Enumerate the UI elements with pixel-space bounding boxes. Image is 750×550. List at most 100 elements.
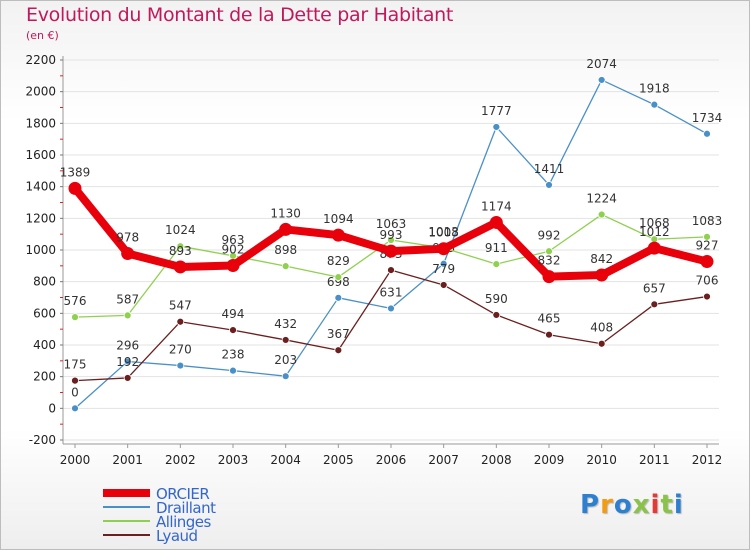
data-label: 842 <box>590 252 613 266</box>
x-tick-label: 2002 <box>165 453 196 467</box>
data-point <box>439 281 448 289</box>
data-point <box>595 268 609 282</box>
data-point <box>176 361 185 370</box>
data-point <box>123 311 132 320</box>
data-label: 1068 <box>639 216 670 230</box>
data-point <box>387 236 395 244</box>
y-tick-label: 1800 <box>25 116 56 130</box>
logo-letter: i <box>673 490 684 520</box>
data-point <box>71 376 79 385</box>
data-label: 963 <box>222 233 245 247</box>
data-point <box>384 244 398 258</box>
data-point <box>68 181 82 195</box>
chart-title: Evolution du Montant de la Dette par Hab… <box>26 4 454 26</box>
data-label: 2074 <box>586 57 617 71</box>
data-point <box>334 273 343 281</box>
x-tick-label: 2007 <box>428 453 459 467</box>
y-tick-label: 400 <box>33 338 56 352</box>
x-tick-label: 2006 <box>376 453 407 467</box>
data-label: 494 <box>222 307 245 321</box>
data-label: 992 <box>538 228 561 242</box>
data-point <box>173 260 187 274</box>
data-point <box>489 215 503 229</box>
x-tick-label: 2004 <box>270 453 301 467</box>
data-point <box>123 357 132 366</box>
y-tick-label: 1200 <box>25 211 56 225</box>
data-label: 1008 <box>428 226 459 240</box>
data-point <box>492 123 501 131</box>
data-label: 203 <box>274 353 297 367</box>
logo-letter: i <box>650 490 661 520</box>
data-label: 1013 <box>428 225 459 239</box>
data-point <box>439 259 448 268</box>
data-point <box>545 181 553 189</box>
data-point <box>647 241 661 255</box>
data-point <box>545 247 553 256</box>
data-point <box>279 222 293 236</box>
y-tick-label: 2000 <box>25 85 56 99</box>
data-label: 1777 <box>481 104 512 118</box>
data-label: 832 <box>538 254 561 268</box>
data-point <box>492 311 501 319</box>
data-label: 706 <box>696 274 719 288</box>
data-point <box>281 262 290 271</box>
data-label: 902 <box>222 243 245 257</box>
x-tick-label: 2003 <box>218 453 249 467</box>
data-label: 1918 <box>639 82 670 96</box>
legend-label: Lyaud <box>156 527 198 545</box>
data-point <box>334 346 343 355</box>
data-point <box>71 404 79 413</box>
data-point <box>176 242 185 251</box>
data-point <box>281 336 290 344</box>
x-tick-label: 2008 <box>481 453 512 467</box>
logo-letter: x <box>632 490 651 520</box>
data-point <box>700 255 714 269</box>
y-tick-label: 200 <box>33 370 56 384</box>
data-point <box>121 246 135 260</box>
data-label: 1224 <box>586 192 617 206</box>
data-point <box>703 292 711 301</box>
data-label: 911 <box>485 241 508 255</box>
x-tick-label: 2009 <box>534 453 565 467</box>
x-tick-label: 2012 <box>692 453 723 467</box>
data-point <box>597 210 606 219</box>
data-point <box>123 374 132 382</box>
data-point <box>703 129 711 138</box>
y-tick-label: 2200 <box>25 53 56 67</box>
y-tick-label: 1600 <box>25 148 56 162</box>
data-point <box>597 76 606 84</box>
legend-label: Allinges <box>156 513 212 531</box>
data-label: 898 <box>274 243 297 257</box>
data-label: 408 <box>590 321 613 335</box>
data-label: 238 <box>222 348 245 362</box>
data-label: 1411 <box>534 162 565 176</box>
data-label: 1174 <box>481 199 512 213</box>
data-point <box>437 242 451 256</box>
data-label: 367 <box>327 327 350 341</box>
data-label: 993 <box>380 228 403 242</box>
x-tick-label: 2001 <box>112 453 143 467</box>
y-tick-label: 0 <box>48 401 56 415</box>
data-label: 1130 <box>270 206 301 220</box>
y-tick-label: 600 <box>33 306 56 320</box>
data-label: 631 <box>380 285 403 299</box>
data-point <box>334 293 343 302</box>
data-label: 192 <box>116 355 139 369</box>
data-point <box>229 366 237 375</box>
y-tick-label: 1400 <box>25 180 56 194</box>
data-label: 657 <box>643 281 666 295</box>
data-point <box>492 260 501 268</box>
data-point <box>229 326 237 335</box>
data-point <box>650 300 659 309</box>
data-label: 270 <box>169 343 192 357</box>
logo-letter: o <box>613 490 633 520</box>
data-label: 978 <box>116 230 139 244</box>
data-label: 576 <box>64 294 87 308</box>
data-point <box>703 232 711 241</box>
x-tick-label: 2010 <box>586 453 617 467</box>
data-label: 1094 <box>323 212 354 226</box>
logo-letter: r <box>600 490 614 520</box>
data-label: 547 <box>169 299 192 313</box>
proxiti-logo: Proxiti <box>580 490 684 520</box>
